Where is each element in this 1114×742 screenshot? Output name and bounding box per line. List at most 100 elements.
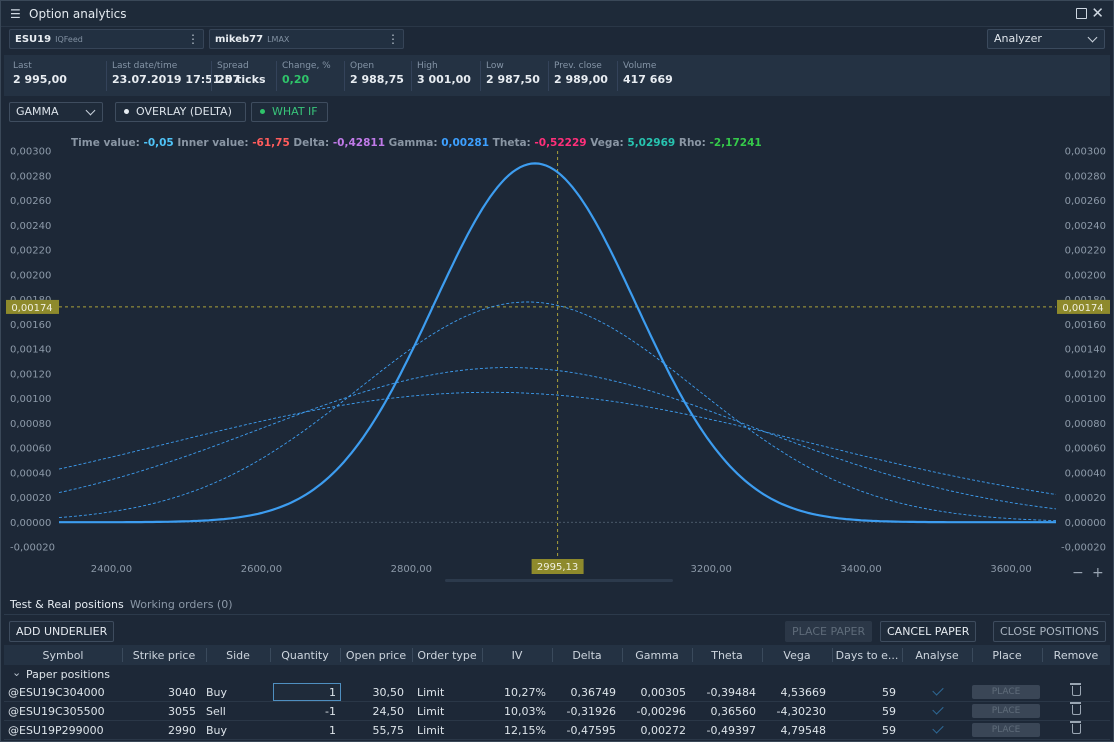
symbol-more-icon[interactable]: ⋮: [187, 32, 199, 46]
y-tick-left: 0,00120: [10, 369, 51, 380]
account-selector[interactable]: mikeb77 LMAX ⋮: [209, 29, 404, 49]
place-button[interactable]: PLACE: [972, 723, 1040, 737]
account-more-icon[interactable]: ⋮: [387, 32, 399, 46]
column-divider: [972, 648, 973, 662]
column-divider: [122, 648, 123, 662]
cell-vega: 4,53669: [780, 686, 827, 699]
cell-days: 59: [882, 705, 896, 718]
crosshair-y-label-right: [1057, 299, 1110, 314]
what-if-button[interactable]: WHAT IF: [251, 102, 328, 122]
add-underlier-button[interactable]: ADD UNDERLIER: [9, 621, 115, 642]
stat-label: Spread: [217, 61, 249, 71]
stat-divider: [480, 61, 481, 91]
column-header[interactable]: Days to e...: [835, 649, 899, 662]
trash-icon[interactable]: [1070, 721, 1081, 734]
table-row[interactable]: @ESU19P299000 2990 Buy 1 55,75 Limit 12,15% -0,…: [4, 721, 1110, 740]
paper-positions-group[interactable]: ⌄ Paper positions: [4, 665, 1110, 684]
tab-positions[interactable]: Test & Real positions: [10, 598, 124, 611]
stat-change: Change, % 0,20: [282, 61, 345, 91]
trash-icon[interactable]: [1070, 702, 1081, 715]
y-tick-right: 0,00100: [1065, 394, 1106, 405]
place-button[interactable]: PLACE: [972, 685, 1040, 699]
place-button[interactable]: PLACE: [972, 704, 1040, 718]
quantity-input[interactable]: [273, 683, 341, 701]
crosshair-y-label-left: [6, 299, 59, 314]
cell-gamma: -0,00296: [636, 705, 686, 718]
stat-value: 0,20: [282, 73, 310, 86]
analyse-checkbox-icon[interactable]: [932, 684, 944, 696]
account-feed: LMAX: [267, 34, 290, 44]
greek-value: -61,75: [252, 137, 290, 149]
cell-quantity[interactable]: -1: [325, 705, 336, 718]
y-tick-left: 0,00060: [10, 444, 51, 455]
stat-volume: Volume 417 669: [623, 61, 673, 86]
crosshair-y-text-left: 0,00174: [11, 303, 52, 314]
column-header[interactable]: IV: [511, 649, 523, 662]
mode-dropdown[interactable]: Analyzer: [987, 29, 1105, 49]
column-header[interactable]: Side: [226, 649, 250, 662]
chart-svg[interactable]: Time value: -0,05 Inner value: -61,75 De…: [4, 129, 1110, 585]
column-header[interactable]: Open price: [345, 649, 407, 662]
column-header[interactable]: Remove: [1053, 649, 1099, 662]
column-header[interactable]: Delta: [572, 649, 602, 662]
stat-label: Last date/time: [112, 61, 178, 71]
table-row[interactable]: @ESU19C305500 3055 Sell -1 24,50 Limit 10,03% -…: [4, 702, 1110, 721]
greek-label: Vega:: [587, 137, 628, 149]
stat-spread: Spread 25 ticks: [217, 61, 277, 91]
x-tick: 2600,00: [241, 564, 282, 575]
place-paper-button[interactable]: PLACE PAPER: [785, 621, 873, 642]
analyse-checkbox-icon[interactable]: [932, 722, 944, 734]
stat-divider: [106, 61, 107, 91]
chart-scrollbar: [445, 579, 673, 582]
cell-iv: 10,27%: [504, 686, 546, 699]
greek-value: -0,52229: [534, 137, 586, 149]
close-positions-button[interactable]: CLOSE POSITIONS: [993, 621, 1106, 642]
gamma-curve-4: [58, 391, 1057, 495]
account-name: mikeb77: [215, 33, 264, 45]
trash-icon[interactable]: [1070, 683, 1081, 696]
stat-value: 2 989,00: [554, 73, 608, 86]
maximize-icon[interactable]: [1076, 8, 1087, 19]
cancel-paper-button[interactable]: CANCEL PAPER: [880, 621, 977, 642]
column-header[interactable]: Gamma: [635, 649, 679, 662]
greek-label: Delta:: [290, 137, 333, 149]
stat-label: Low: [486, 61, 504, 71]
column-header[interactable]: Theta: [711, 649, 743, 662]
cell-order-type: Limit: [417, 724, 445, 737]
column-header[interactable]: Analyse: [915, 649, 959, 662]
column-header[interactable]: Vega: [783, 649, 811, 662]
y-tick-left: 0,00220: [10, 246, 51, 257]
cell-quantity[interactable]: 1: [329, 686, 336, 699]
tab-working-orders[interactable]: Working orders (0): [130, 598, 233, 611]
y-tick-right: 0,00020: [1065, 493, 1106, 504]
greek-label: Inner value:: [174, 137, 252, 149]
stat-label: Prev. close: [554, 61, 602, 71]
column-header[interactable]: Order type: [417, 649, 477, 662]
column-header[interactable]: Strike price: [132, 649, 196, 662]
y-tick-right: 0,00160: [1065, 320, 1106, 331]
zoom-in-icon: +: [1092, 565, 1104, 581]
stat-value: 417 669: [623, 73, 673, 86]
table-row[interactable]: @ESU19C304000 3040 Buy 1 30,50 Limit 10,27% 0,3…: [4, 683, 1110, 702]
stat-divider: [344, 61, 345, 91]
analyse-checkbox-icon[interactable]: [932, 703, 944, 715]
column-header[interactable]: Symbol: [42, 649, 84, 662]
close-icon[interactable]: ✕: [1091, 4, 1104, 22]
column-header[interactable]: Place: [992, 649, 1022, 662]
quote-stats-bar: Last 2 995,00 Last date/time 23.07.2019 17:…: [4, 55, 1110, 96]
y-tick-right: 0,00220: [1065, 246, 1106, 257]
overlay-delta-button[interactable]: OVERLAY (DELTA): [115, 102, 246, 122]
greek-dropdown[interactable]: GAMMA: [9, 102, 103, 122]
stat-low: Low 2 987,50: [486, 61, 549, 91]
stat-last-date-time: Last date/time 23.07.2019 17:51:07: [112, 61, 240, 91]
y-tick-left: -0,00020: [10, 543, 55, 554]
y-tick-left: 0,00140: [10, 345, 51, 356]
cell-quantity[interactable]: 1: [329, 724, 336, 737]
y-tick-left: 0,00040: [10, 468, 51, 479]
chevron-down-icon[interactable]: ⌄: [12, 666, 22, 679]
gamma-chart[interactable]: Time value: -0,05 Inner value: -61,75 De…: [4, 129, 1110, 585]
what-if-label: WHAT IF: [272, 105, 318, 118]
hamburger-menu-icon[interactable]: ☰: [10, 6, 21, 21]
symbol-selector[interactable]: ESU19 IQFeed ⋮: [9, 29, 204, 49]
column-header[interactable]: Quantity: [281, 649, 329, 662]
